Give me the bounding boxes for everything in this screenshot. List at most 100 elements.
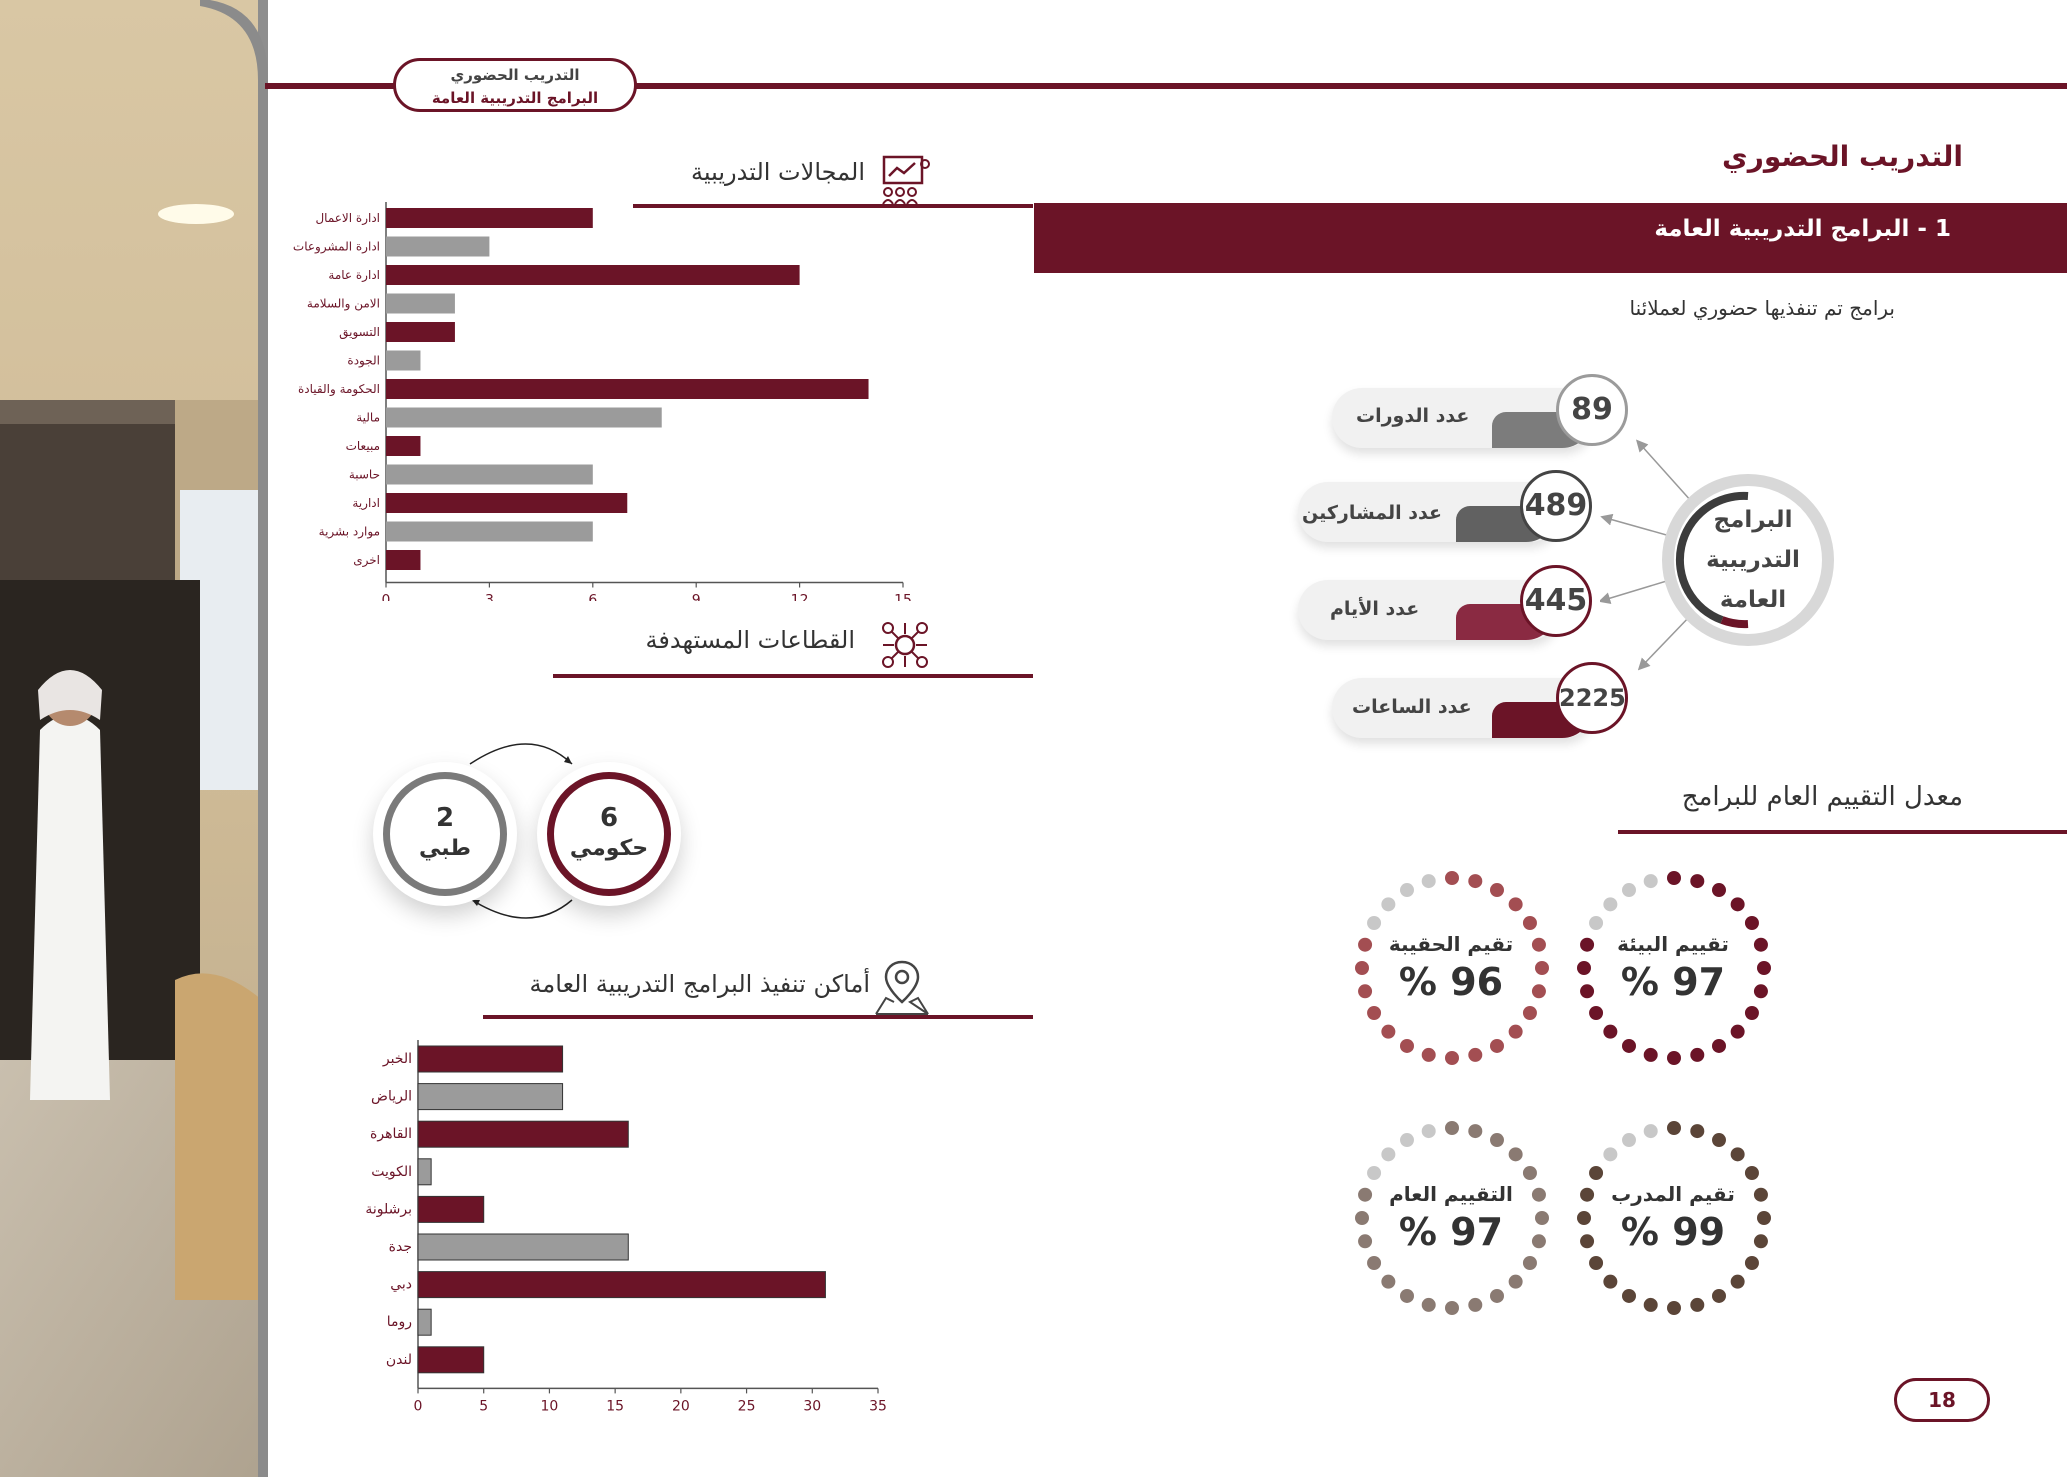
x-tick-label: 25 xyxy=(738,1398,756,1414)
rating-dot xyxy=(1400,1288,1414,1303)
category-label: حاسبة xyxy=(349,468,380,482)
rating-dot xyxy=(1589,1166,1604,1180)
rating-bag: تقيم الحقيبة 96 % xyxy=(1356,932,1546,1004)
rating-dot xyxy=(1603,1147,1618,1162)
stat-hours-value: 2225 xyxy=(1556,662,1628,734)
bar xyxy=(386,464,593,485)
presenter-photo xyxy=(0,0,268,1477)
rating-dot xyxy=(1367,1256,1382,1270)
bar xyxy=(386,293,455,314)
rating-dot xyxy=(1367,1006,1382,1020)
rating-dot xyxy=(1577,961,1591,975)
rating-dot xyxy=(1490,1133,1504,1148)
rating-dot xyxy=(1522,1006,1537,1020)
hub-connectors xyxy=(1600,439,1693,671)
rating-trainer-label: تقيم المدرب xyxy=(1611,1182,1735,1206)
category-label: ادارة المشروعات xyxy=(293,240,380,255)
rating-dot xyxy=(1580,1187,1595,1202)
page-number: 18 xyxy=(1894,1378,1990,1422)
locations-title: أماكن تنفيذ البرامج التدريبية العامة xyxy=(529,970,870,998)
x-tick-label: 6 xyxy=(588,593,597,602)
bar xyxy=(386,550,421,570)
sector-medical: 2 طبي xyxy=(373,762,517,906)
section-description: برامج تم تنفذيها حضوري لعملائنا xyxy=(1629,296,1895,320)
bar xyxy=(386,208,593,228)
rating-dot xyxy=(1381,1024,1396,1039)
rating-dot xyxy=(1589,916,1604,930)
rating-dot xyxy=(1367,1166,1382,1180)
rating-dot xyxy=(1468,1124,1483,1139)
rating-dot xyxy=(1622,1288,1636,1303)
rating-dot xyxy=(1712,1038,1726,1053)
category-label: مالية xyxy=(356,411,380,425)
rating-dot xyxy=(1580,937,1595,952)
rating-dot xyxy=(1381,1147,1396,1162)
rating-trainer-value: 99 % xyxy=(1620,1210,1726,1254)
sector-medical-label: طبي xyxy=(419,836,471,861)
category-label: ادارة عامة xyxy=(328,268,380,283)
sector-medical-value: 2 xyxy=(435,803,455,833)
rating-environment-value: 97 % xyxy=(1620,960,1726,1004)
rating-dot xyxy=(1744,916,1759,930)
rating-dot xyxy=(1367,916,1382,930)
rating-overall-value: 97 % xyxy=(1398,1210,1504,1254)
rating-dot xyxy=(1603,1274,1618,1289)
rating-dot xyxy=(1358,1187,1373,1202)
rating-dials xyxy=(1355,871,1771,1315)
rating-dot xyxy=(1522,1256,1537,1270)
bar xyxy=(386,236,490,257)
rating-dot xyxy=(1490,883,1504,898)
category-label: الخبر xyxy=(382,1051,412,1067)
rating-dot xyxy=(1744,1256,1759,1270)
x-tick-label: 15 xyxy=(606,1398,624,1414)
rating-dot xyxy=(1358,984,1373,999)
rating-dot xyxy=(1531,1187,1546,1202)
rating-dot xyxy=(1730,897,1745,912)
bar xyxy=(386,521,593,542)
rating-dot xyxy=(1421,1124,1436,1139)
stat-hours-pill xyxy=(1332,678,1594,738)
rating-dot xyxy=(1667,871,1681,885)
hub-line3: العامة xyxy=(1719,587,1787,613)
section-title: 1 - البرامج التدريبية العامة xyxy=(1654,216,1951,242)
rating-dot xyxy=(1381,1274,1396,1289)
rating-dot xyxy=(1730,1274,1745,1289)
rating-dot xyxy=(1531,1234,1546,1249)
rating-overall: التقييم العام 97 % xyxy=(1356,1182,1546,1254)
category-label: التسويق xyxy=(339,325,380,340)
sectors-title: القطاعات المستهدفة xyxy=(645,626,855,654)
rating-environment-label: تقييم البيئة xyxy=(1617,932,1729,956)
rating-dot xyxy=(1358,937,1373,952)
rating-dot xyxy=(1358,1234,1373,1249)
rating-dot xyxy=(1622,1133,1636,1148)
rating-bag-label: تقيم الحقيبة xyxy=(1388,932,1514,956)
header-tag: التدريب الحضوري البرامج التدريبية العامة xyxy=(393,58,637,112)
category-label: جدة xyxy=(389,1239,412,1255)
rating-dot xyxy=(1690,1124,1705,1139)
category-label: مبيعات xyxy=(346,439,380,453)
x-tick-label: 5 xyxy=(479,1398,488,1414)
rating-dot xyxy=(1381,897,1396,912)
rating-dot xyxy=(1445,871,1459,885)
rating-dot xyxy=(1468,874,1483,889)
bar xyxy=(386,436,421,456)
bar xyxy=(386,350,421,371)
rating-dot xyxy=(1744,1166,1759,1180)
presentation-icon xyxy=(882,155,930,205)
rating-dot xyxy=(1589,1256,1604,1270)
rating-dot xyxy=(1667,1051,1681,1065)
rating-dot xyxy=(1690,1297,1705,1312)
rating-dot xyxy=(1667,1301,1681,1315)
hub-label: البرامج التدريبية العامة xyxy=(1678,500,1828,620)
rating-dot xyxy=(1577,1211,1591,1225)
category-label: الرياض xyxy=(371,1089,412,1105)
stat-courses-label: عدد الدورات xyxy=(1356,405,1470,427)
ratings-rule xyxy=(1618,830,2067,834)
network-icon xyxy=(882,622,928,668)
category-label: اخرى xyxy=(353,553,380,568)
locations-chart: الخبر الرياض القاهرة الكويت برشلونة جدة دبي روم… xyxy=(365,1040,887,1414)
stat-days-label: عدد الأيام xyxy=(1330,598,1420,620)
rating-dot xyxy=(1508,897,1523,912)
locations-rule xyxy=(483,1015,1033,1019)
rating-dot xyxy=(1508,1147,1523,1162)
